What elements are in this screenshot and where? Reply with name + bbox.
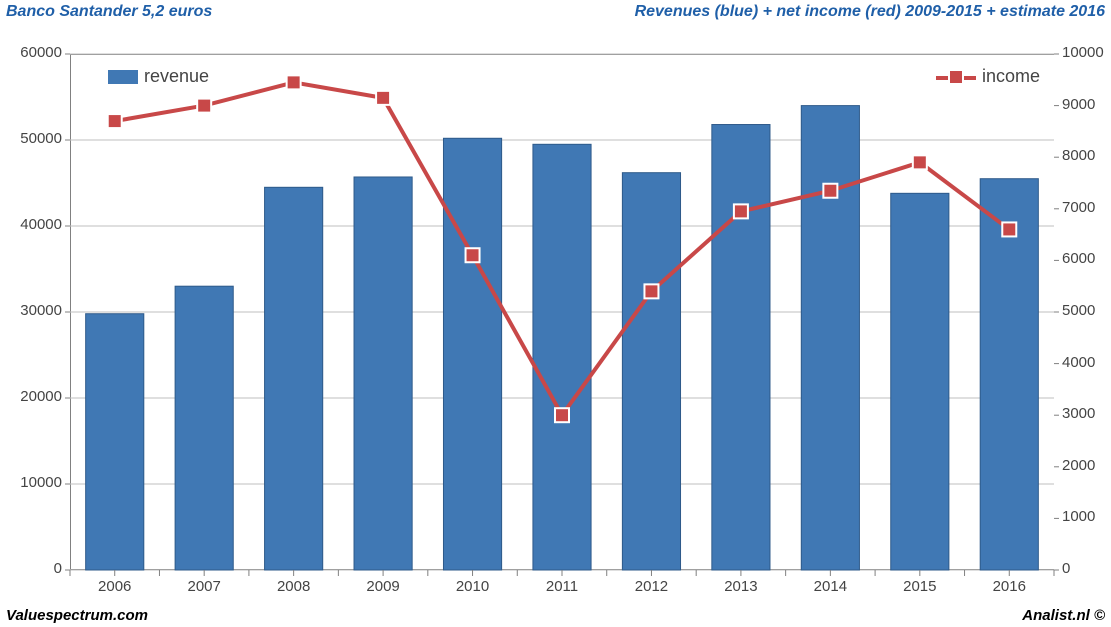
- legend-income-label: income: [982, 66, 1040, 87]
- x-tick-label: 2016: [984, 578, 1034, 595]
- revenue-bar: [354, 177, 412, 570]
- y-left-tick-label: 30000: [20, 302, 62, 319]
- y-left-tick-label: 20000: [20, 388, 62, 405]
- y-right-tick-label: 1000: [1062, 508, 1095, 525]
- header-right-title: Revenues (blue) + net income (red) 2009-…: [635, 3, 1105, 21]
- revenue-bar: [622, 173, 680, 570]
- y-left-tick-label: 10000: [20, 474, 62, 491]
- y-right-tick-label: 3000: [1062, 405, 1095, 422]
- revenue-bar: [712, 125, 770, 570]
- y-right-tick-label: 4000: [1062, 354, 1095, 371]
- income-marker: [376, 91, 390, 105]
- x-tick-label: 2014: [805, 578, 855, 595]
- y-right-tick-label: 5000: [1062, 302, 1095, 319]
- x-tick-label: 2012: [626, 578, 676, 595]
- chart-area: 0 10000 20000 30000 40000 50000 60000 0 1000 2000…: [0, 24, 1111, 603]
- revenue-bar: [801, 106, 859, 570]
- x-tick-label: 2006: [90, 578, 140, 595]
- footer-left-text: Valuespectrum.com: [6, 607, 148, 624]
- revenue-bar: [265, 187, 323, 570]
- x-tick-label: 2009: [358, 578, 408, 595]
- x-tick-label: 2011: [537, 578, 587, 595]
- y-left-tick-label: 60000: [20, 44, 62, 61]
- y-left-tick-label: 40000: [20, 216, 62, 233]
- chart-svg: [0, 24, 1111, 603]
- income-marker: [913, 155, 927, 169]
- income-marker: [555, 408, 569, 422]
- legend-income: income: [936, 66, 1040, 87]
- legend-revenue-label: revenue: [144, 66, 209, 87]
- y-right-tick-label: 0: [1062, 560, 1070, 577]
- x-tick-label: 2015: [895, 578, 945, 595]
- y-left-tick-label: 50000: [20, 130, 62, 147]
- revenue-bar: [891, 193, 949, 570]
- income-marker: [197, 99, 211, 113]
- y-right-tick-label: 6000: [1062, 250, 1095, 267]
- header-left-title: Banco Santander 5,2 euros: [6, 3, 212, 21]
- income-marker: [108, 114, 122, 128]
- income-marker: [287, 75, 301, 89]
- footer-right-text: Analist.nl ©: [1022, 607, 1105, 624]
- revenue-bar: [443, 138, 501, 570]
- revenue-bar: [175, 286, 233, 570]
- income-marker: [823, 184, 837, 198]
- income-marker: [644, 284, 658, 298]
- y-right-tick-label: 7000: [1062, 199, 1095, 216]
- chart-footer: Valuespectrum.com Analist.nl ©: [0, 603, 1111, 627]
- y-right-tick-label: 2000: [1062, 457, 1095, 474]
- x-tick-label: 2007: [179, 578, 229, 595]
- income-marker: [734, 204, 748, 218]
- x-tick-label: 2008: [269, 578, 319, 595]
- legend-income-swatch: [936, 68, 976, 86]
- y-left-tick-label: 0: [54, 560, 62, 577]
- legend-revenue-swatch: [108, 70, 138, 84]
- x-tick-label: 2013: [716, 578, 766, 595]
- chart-header: Banco Santander 5,2 euros Revenues (blue…: [0, 0, 1111, 24]
- income-marker: [1002, 222, 1016, 236]
- y-right-tick-label: 9000: [1062, 96, 1095, 113]
- y-right-tick-label: 8000: [1062, 147, 1095, 164]
- revenue-bar: [86, 314, 144, 570]
- x-tick-label: 2010: [448, 578, 498, 595]
- income-marker: [466, 248, 480, 262]
- revenue-bar: [533, 144, 591, 570]
- y-right-tick-label: 10000: [1062, 44, 1104, 61]
- legend-revenue: revenue: [108, 66, 209, 87]
